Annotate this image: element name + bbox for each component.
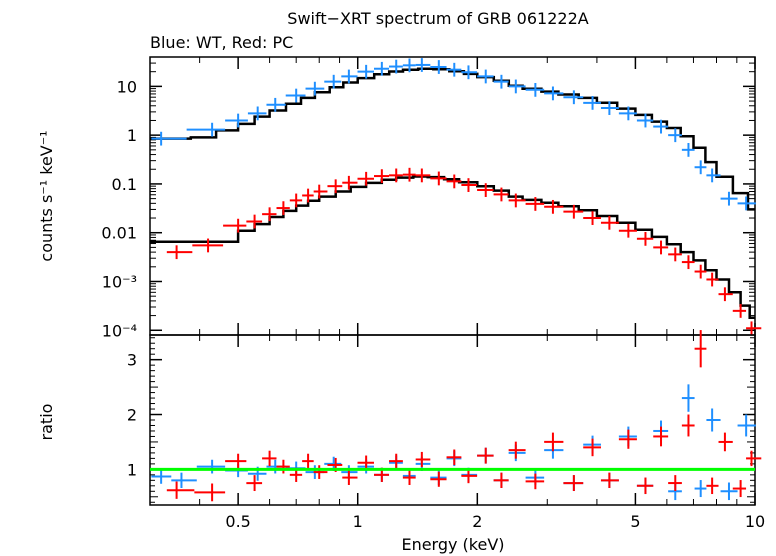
ratio-data-points	[151, 330, 762, 502]
ratio-y-axis-label: ratio	[37, 404, 56, 441]
pc-model-curve	[150, 175, 755, 320]
x-tick-label: 1	[353, 512, 363, 531]
x-tick-label: 0.5	[225, 512, 250, 531]
spectrum-y-axis-label: counts s⁻¹ keV⁻¹	[37, 130, 56, 261]
spectrum-panel-frame	[149, 56, 756, 336]
x-tick-label: 5	[630, 512, 640, 531]
x-tick-label: 2	[472, 512, 482, 531]
x-axis-label: Energy (keV)	[401, 535, 504, 554]
spectrum-panel-ticks: 10 1 0.1 0.01 10⁻³ 10⁻⁴	[101, 56, 756, 340]
y-tick-label: 0.1	[112, 175, 137, 194]
y-tick-label: 1	[127, 126, 137, 145]
y-tick-label: 0.01	[101, 224, 137, 243]
y-tick-label: 2	[127, 406, 137, 425]
y-tick-label: 3	[127, 351, 137, 370]
y-tick-label: 10	[117, 77, 137, 96]
x-tick-labels: 0.5 1 2 5 10	[225, 512, 765, 531]
x-tick-label: 10	[745, 512, 765, 531]
y-tick-label: 10⁻⁴	[102, 321, 137, 340]
spectrum-models	[150, 67, 755, 320]
wt-model-curve	[150, 67, 755, 211]
chart-title: Swift−XRT spectrum of GRB 061222A	[287, 9, 588, 28]
y-tick-label: 10⁻³	[102, 272, 137, 291]
spectrum-data-points	[151, 58, 762, 336]
y-tick-label: 1	[127, 460, 137, 479]
chart-subtitle: Blue: WT, Red: PC	[150, 33, 293, 52]
ratio-panel-frame	[149, 334, 756, 506]
